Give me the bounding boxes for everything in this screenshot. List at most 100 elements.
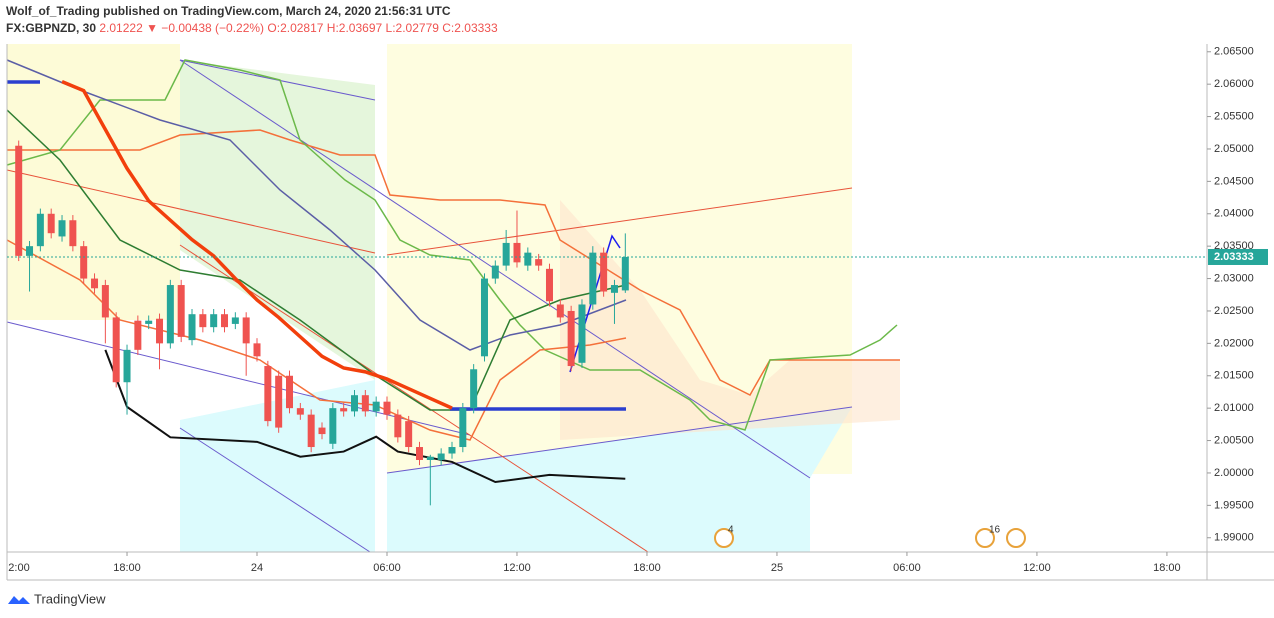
candle-body <box>567 310 575 367</box>
candle-body <box>470 369 478 409</box>
x-tick-label: 24 <box>251 562 263 574</box>
trendline <box>386 406 853 474</box>
candle-body <box>26 246 34 256</box>
candle-body <box>556 304 564 318</box>
candle-body <box>134 320 142 350</box>
y-tick-label: 2.05000 <box>1214 143 1254 155</box>
event-icon <box>714 528 734 548</box>
y-tick-label: 2.05500 <box>1214 110 1254 122</box>
zone <box>180 380 375 552</box>
candle-body <box>329 408 337 444</box>
symbol: FX:GBPNZD, 30 <box>6 21 96 35</box>
candle-body <box>231 317 239 324</box>
x-tick-label: 06:00 <box>893 562 921 574</box>
candle-body <box>36 213 44 247</box>
candle-body <box>513 242 521 263</box>
candle-body <box>426 456 434 460</box>
candle-body <box>600 252 608 292</box>
header-quote: FX:GBPNZD, 30 2.01222 ▼ −0.00438 (−0.22%… <box>6 21 498 35</box>
ohlc: L:2.02779 <box>386 21 440 35</box>
logo <box>8 596 30 604</box>
header-title: Wolf_of_Trading published on TradingView… <box>6 4 451 18</box>
candle-body <box>253 343 261 357</box>
candle-body <box>91 278 99 289</box>
drawings <box>6 44 900 553</box>
candle-body <box>264 366 272 422</box>
x-tick-label: 18:00 <box>113 562 141 574</box>
y-tick-label: 2.06000 <box>1214 78 1254 90</box>
indicator <box>7 129 900 396</box>
zone <box>387 407 852 552</box>
indicator-line <box>104 349 626 484</box>
y-tick-label: 2.00000 <box>1214 467 1254 479</box>
x-tick-label: 12:00 <box>1023 562 1051 574</box>
candle-body <box>578 304 586 363</box>
candle-body <box>112 317 120 383</box>
event-icon <box>975 528 995 548</box>
candle-body <box>383 401 391 415</box>
candle-body <box>210 314 218 328</box>
ohlc: C:2.03333 <box>442 21 498 35</box>
indicator <box>6 109 627 411</box>
candle-body <box>405 421 413 448</box>
x-tick-label: 18:00 <box>1153 562 1181 574</box>
candle-body <box>589 252 597 305</box>
change: ▼ −0.00438 (−0.22%) <box>146 21 264 35</box>
x-tick-label: 12:00 <box>503 562 531 574</box>
candle-body <box>47 213 55 234</box>
y-tick-label: 2.01500 <box>1214 370 1254 382</box>
indicator <box>6 59 627 351</box>
candle-body <box>15 145 23 256</box>
candle-body <box>166 285 174 344</box>
candle-body <box>459 408 467 448</box>
event-count: 16 <box>989 525 1001 536</box>
candle-body <box>296 408 304 415</box>
x-tick-label: 2:00 <box>8 562 29 574</box>
x-tick-label: 25 <box>771 562 783 574</box>
y-tick-label: 1.99500 <box>1214 499 1254 511</box>
y-tick-label: 2.02500 <box>1214 305 1254 317</box>
candle-body <box>340 408 348 412</box>
last-price-tag <box>1208 248 1268 265</box>
trendline <box>386 187 853 256</box>
y-tick-label: 2.06500 <box>1214 46 1254 58</box>
candle-body <box>437 453 445 460</box>
y-tick-label: 1.99000 <box>1214 532 1254 544</box>
candle-body <box>177 285 185 337</box>
event-count: 4 <box>728 525 734 536</box>
candle-body <box>188 314 196 341</box>
x-tick-label: 06:00 <box>373 562 401 574</box>
candle-body <box>221 314 229 328</box>
candle-body <box>80 246 88 279</box>
candle-body <box>491 265 499 279</box>
trendline <box>179 427 371 553</box>
candle-body <box>448 447 456 454</box>
candle-body <box>415 447 423 460</box>
candle-body <box>69 220 77 247</box>
ohlc: O:2.02817 <box>267 21 323 35</box>
candle-body <box>535 259 543 266</box>
price: 2.01222 <box>99 21 143 35</box>
x-tick-label: 18:00 <box>633 562 661 574</box>
candle-body <box>199 314 207 328</box>
y-tick-label: 2.04000 <box>1214 208 1254 220</box>
candle-body <box>610 285 618 293</box>
last-price-label: 2.03333 <box>1214 251 1254 263</box>
zone <box>7 44 180 320</box>
candle-body <box>286 375 294 409</box>
trendline <box>6 169 376 254</box>
y-tick-label: 2.01000 <box>1214 402 1254 414</box>
candle-body <box>101 285 109 318</box>
event-icon <box>1006 528 1026 548</box>
candle-body <box>524 252 532 266</box>
zone <box>180 60 375 380</box>
brand: TradingView <box>34 591 106 606</box>
candle-body <box>394 414 402 438</box>
candle-body <box>123 349 131 383</box>
y-tick-label: 2.04500 <box>1214 175 1254 187</box>
candle-body <box>145 320 153 324</box>
candle-body <box>480 278 488 357</box>
y-tick-label: 2.03000 <box>1214 272 1254 284</box>
candle-body <box>156 318 164 344</box>
